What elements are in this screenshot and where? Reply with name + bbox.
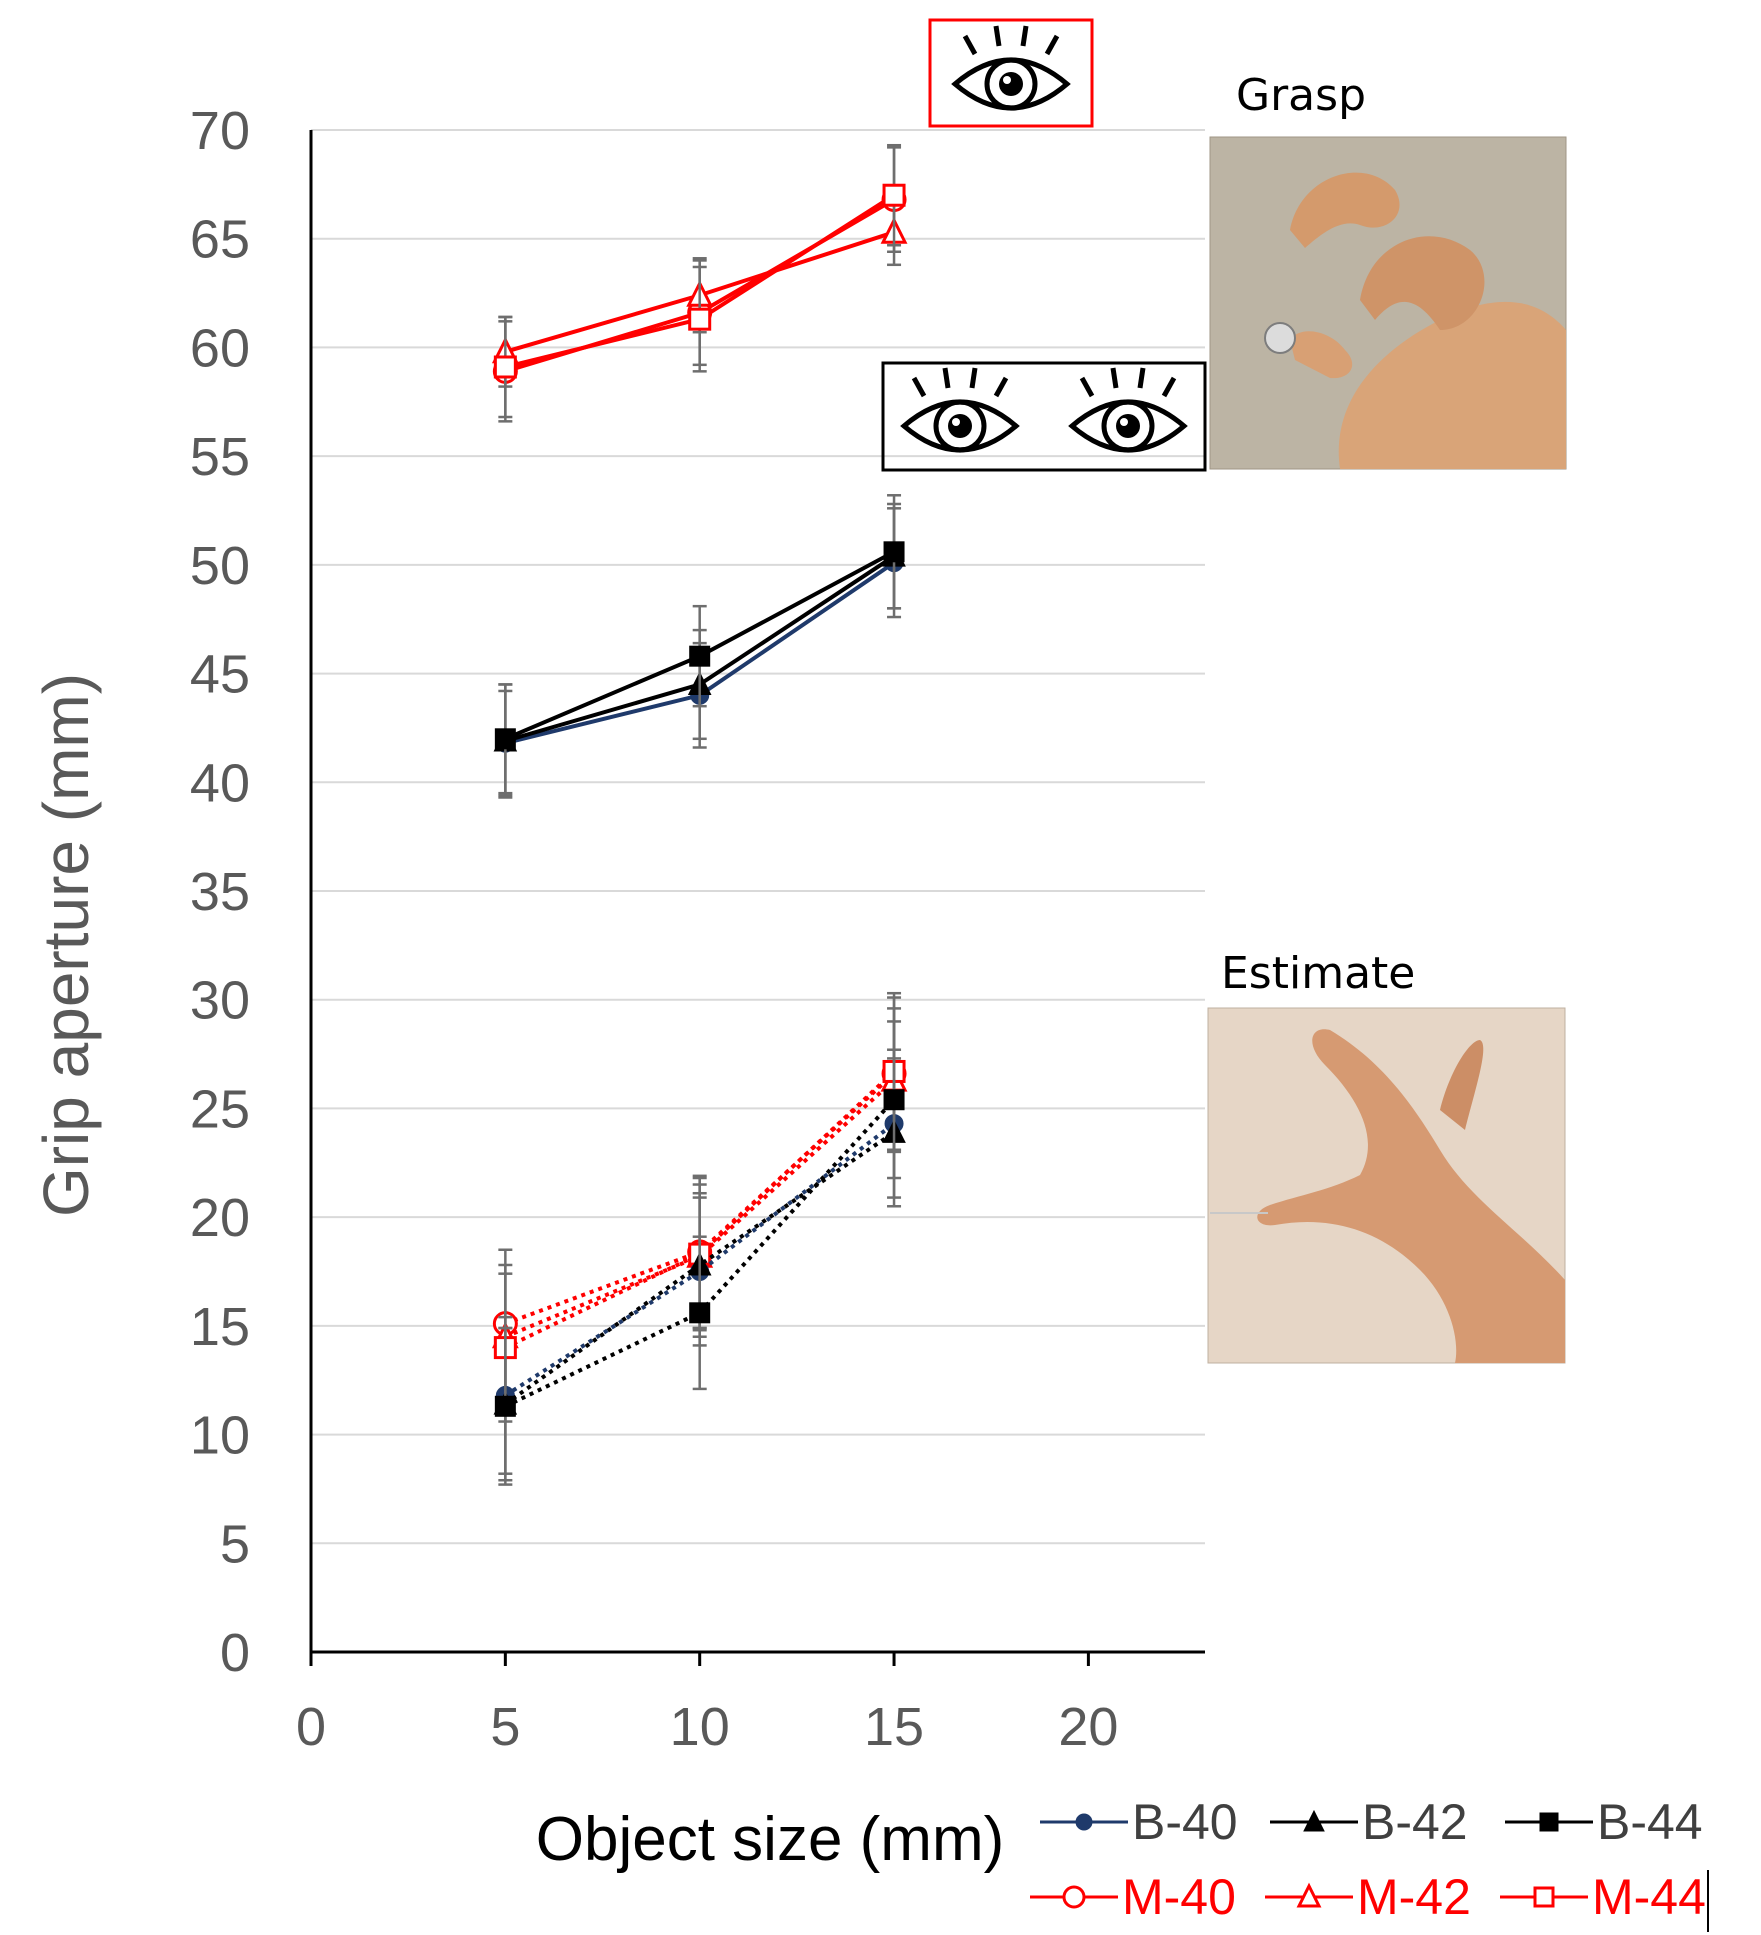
legend-item-b-42: B-42 [1270, 1794, 1468, 1850]
y-tick-label: 65 [190, 210, 250, 270]
series-line [504, 1098, 896, 1409]
data-point [494, 1395, 516, 1417]
grasp-hand-photo [1209, 136, 1567, 470]
y-tick-label: 55 [190, 427, 250, 487]
series-estimate-b-44 [494, 1020, 905, 1486]
legend-marker [1075, 1813, 1093, 1831]
estimate-hand-photo [1207, 1007, 1566, 1364]
left-eye-icon [900, 367, 1020, 453]
legend-label: M-44 [1592, 1869, 1706, 1925]
legend-label: M-40 [1122, 1869, 1236, 1925]
axes [309, 130, 1205, 1654]
legend: B-40 B-42 B-44 M-40 M-42 M-44 [1030, 1794, 1709, 1932]
y-tick-label: 70 [190, 101, 250, 161]
y-tick-labels: 0 5 10 15 20 25 30 35 40 45 50 55 60 65 70 [190, 101, 250, 1683]
y-tick-label: 0 [220, 1623, 250, 1683]
data-point [883, 541, 905, 563]
legend-item-m-40: M-40 [1030, 1869, 1236, 1925]
legend-marker [1539, 1812, 1559, 1832]
x-tick-label: 0 [296, 1697, 326, 1757]
x-tick-labels: 0 5 10 15 20 [296, 1652, 1118, 1757]
legend-marker [1296, 1882, 1322, 1908]
y-tick-label: 5 [220, 1514, 250, 1574]
y-tick-label: 30 [190, 971, 250, 1031]
x-tick-label: 5 [490, 1697, 520, 1757]
y-axis-label: Grip aperture (mm) [30, 673, 102, 1217]
legend-label: B-40 [1132, 1794, 1238, 1850]
legend-item-b-44: B-44 [1505, 1794, 1703, 1850]
data-point [689, 645, 711, 667]
x-axis-label: Object size (mm) [536, 1805, 1004, 1874]
x-tick-label: 15 [864, 1697, 924, 1757]
y-tick-label: 40 [190, 753, 250, 813]
y-tick-label: 25 [190, 1079, 250, 1139]
monocular-eye-icon [928, 18, 1094, 128]
legend-marker [1062, 1885, 1086, 1909]
estimate-caption: Estimate [1221, 948, 1415, 999]
x-tick-label: 10 [670, 1697, 730, 1757]
y-tick-label: 20 [190, 1188, 250, 1248]
data-point [688, 307, 712, 331]
legend-label: B-42 [1362, 1794, 1468, 1850]
y-tick-label: 35 [190, 862, 250, 922]
series-grasp-b-44 [494, 494, 905, 795]
legend-item-b-40: B-40 [1040, 1794, 1238, 1850]
legend-marker [1303, 1809, 1325, 1832]
right-eye-icon [1068, 367, 1188, 453]
data-point [494, 728, 516, 750]
legend-item-m-42: M-42 [1265, 1869, 1471, 1925]
legend-label: M-42 [1357, 1869, 1471, 1925]
legend-label: B-44 [1597, 1794, 1703, 1850]
x-tick-label: 20 [1058, 1697, 1118, 1757]
data-series [491, 143, 908, 1486]
y-tick-label: 10 [190, 1406, 250, 1466]
grasp-caption: Grasp [1236, 70, 1366, 121]
binocular-eyes-icon [881, 361, 1207, 472]
y-tick-label: 50 [190, 536, 250, 596]
grid-lines [311, 129, 1205, 1545]
legend-item-m-44: M-44 [1500, 1869, 1706, 1925]
series-grasp-m-44 [493, 143, 906, 419]
y-tick-label: 15 [190, 1297, 250, 1357]
legend-marker [1533, 1886, 1555, 1908]
y-tick-label: 45 [190, 645, 250, 705]
data-point [882, 183, 906, 207]
data-point [883, 1089, 905, 1111]
data-point [493, 355, 517, 379]
data-point [689, 1302, 711, 1324]
y-tick-label: 60 [190, 318, 250, 378]
eye-icon [951, 25, 1071, 111]
